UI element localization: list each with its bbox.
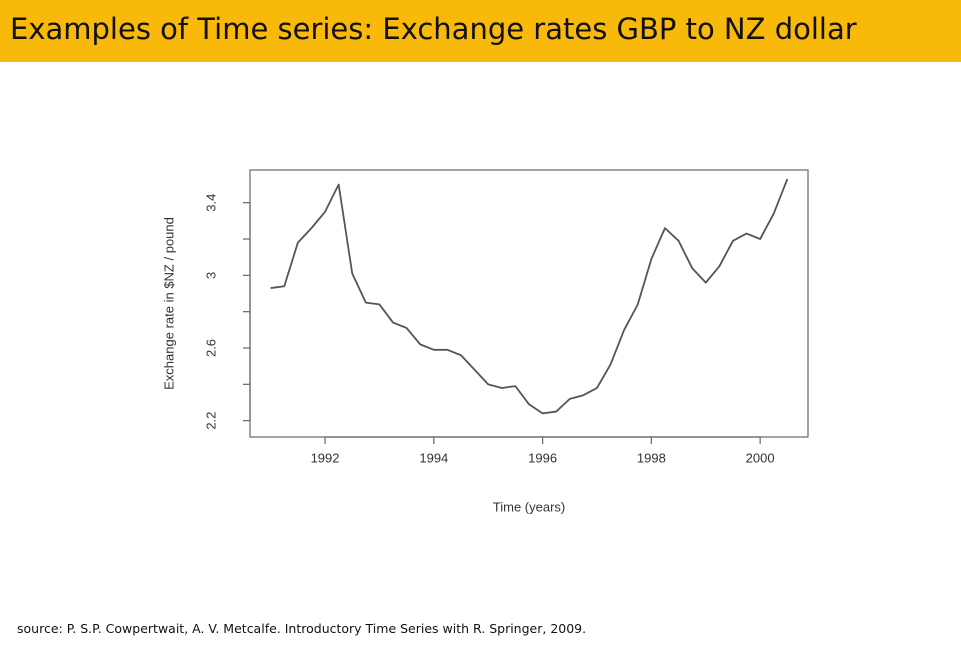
data-line <box>270 178 789 415</box>
x-tick-label: 1992 <box>311 450 340 465</box>
y-axis-label: Exchange rate in $NZ / pound <box>161 217 176 390</box>
x-tick-label: 1998 <box>637 450 666 465</box>
x-tick-label: 2000 <box>746 450 775 465</box>
x-tick-label: 1996 <box>528 450 557 465</box>
y-tick-label: 2.2 <box>203 412 218 430</box>
plot-frame <box>249 169 809 438</box>
y-tick-label: 2.6 <box>203 339 218 357</box>
y-tick-label: 3.4 <box>203 194 218 212</box>
x-tick-label: 1994 <box>419 450 448 465</box>
title-bar: Examples of Time series: Exchange rates … <box>0 0 961 62</box>
source-note: source: P. S.P. Cowpertwait, A. V. Metca… <box>17 621 587 636</box>
x-axis-label: Time (years) <box>493 499 565 514</box>
slide-title: Examples of Time series: Exchange rates … <box>10 12 857 46</box>
y-tick-label: 3 <box>203 272 218 279</box>
